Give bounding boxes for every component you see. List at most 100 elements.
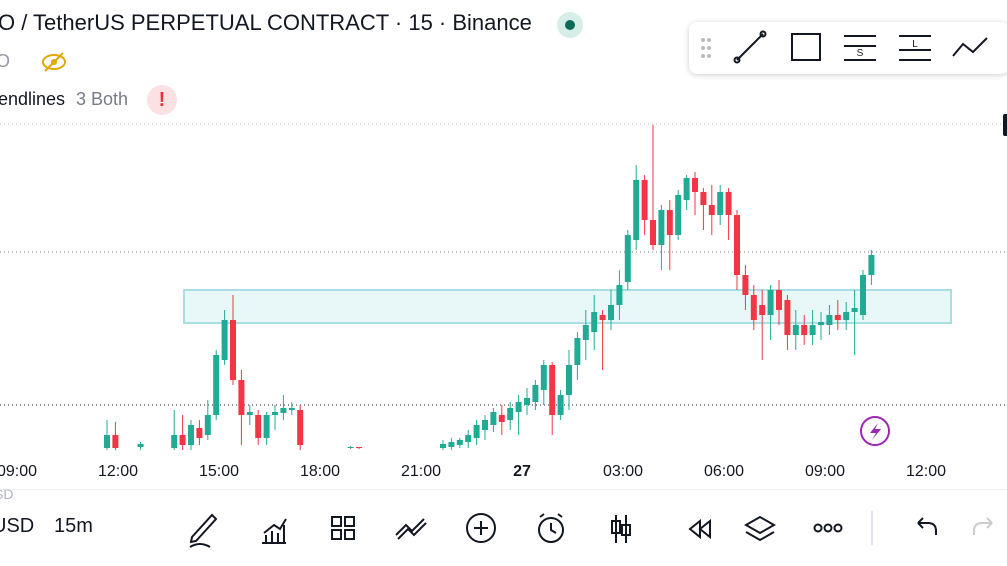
candle-body (750, 295, 757, 320)
candle-body (557, 395, 564, 415)
time-label: 21:00 (401, 463, 441, 480)
candle-body (196, 428, 203, 438)
candle-body (608, 305, 614, 320)
candle-body (809, 325, 816, 335)
candle-body (650, 220, 656, 245)
candle-body (616, 285, 623, 305)
candle-body (524, 398, 530, 405)
rectangle-zone[interactable] (183, 289, 952, 324)
candle-body (717, 192, 724, 215)
candle-body (356, 447, 362, 448)
candle-body (204, 415, 211, 435)
candle-body (776, 290, 782, 310)
candle-body (263, 415, 270, 438)
bottom-toolbar[interactable] (180, 505, 1007, 551)
candle-body (834, 315, 841, 320)
event-bolt (870, 423, 881, 440)
candle-body (238, 380, 245, 415)
candle-body (246, 412, 253, 415)
currency[interactable]: USD (0, 515, 35, 537)
candle-body (465, 435, 472, 442)
time-label: 03:00 (603, 463, 643, 480)
scale-handle[interactable] (1003, 114, 1007, 136)
indicator-params: 3 Both (76, 89, 129, 109)
candle-body (230, 320, 236, 380)
candle-body (532, 385, 539, 402)
candle-body (633, 180, 640, 240)
time-label: 09:00 (805, 463, 845, 480)
candle-body (549, 365, 556, 415)
time-label: 12:00 (98, 463, 138, 480)
candle-body (498, 415, 505, 422)
candle-body (272, 412, 278, 415)
interval[interactable]: 15m (54, 515, 93, 537)
candle-body (624, 235, 631, 282)
error-icon[interactable]: ! (147, 85, 177, 115)
candle-body (112, 435, 119, 448)
candle-body (826, 315, 833, 325)
candle-body (456, 440, 463, 445)
candle-body (591, 312, 598, 332)
candle-body (708, 205, 715, 215)
candle-body (347, 447, 354, 448)
candle-body (582, 325, 589, 340)
candle-body (255, 415, 262, 438)
time-label: 18:00 (300, 463, 340, 480)
time-label: 15:00 (199, 463, 239, 480)
currency-short: SD (0, 486, 14, 502)
candle-body (473, 425, 480, 438)
candle-body (448, 442, 455, 447)
indicator-name: endlines (0, 89, 66, 109)
source-label: O (0, 51, 11, 71)
hidden-icon[interactable] (40, 50, 68, 74)
candle-body (280, 408, 287, 413)
candle-body (860, 275, 866, 315)
candle-body (515, 402, 522, 412)
candle-body (171, 435, 178, 448)
price-chart: 09:00 12:00 15:00 18:00 21:00 27 03:00 06:00 09:… (0, 114, 1007, 490)
drawing-toolbar: S L (689, 22, 1007, 74)
symbol-title: O / TetherUS PERPETUAL CONTRACT · 15 · B… (0, 10, 532, 35)
candle-body (566, 365, 572, 395)
candle-body (666, 210, 673, 235)
drawing-tools[interactable]: S L (689, 22, 1007, 74)
candle-body (683, 178, 690, 200)
candle-body (104, 435, 110, 448)
candle-body (734, 215, 740, 275)
candle-body (490, 412, 497, 425)
candle-body (851, 308, 858, 312)
candle-body (179, 435, 186, 445)
candle-body (801, 325, 808, 335)
candle-body (792, 325, 799, 335)
candle-body (188, 425, 194, 445)
candle-body (692, 178, 698, 192)
candle-body (137, 444, 144, 447)
candle-body (540, 365, 547, 390)
candle-body (288, 408, 295, 410)
candle-body (742, 275, 749, 295)
candle-body (297, 410, 304, 445)
candle-body (482, 420, 488, 430)
candle-body (767, 290, 774, 315)
candle-body (507, 408, 514, 420)
candle-body (675, 195, 682, 235)
candle-body (221, 320, 228, 360)
time-label: 09:00 (0, 463, 37, 480)
svg-text:L: L (912, 39, 918, 50)
candle-body (213, 355, 220, 415)
time-label: 27 (513, 463, 531, 480)
candle-body (759, 305, 766, 315)
candle-body (843, 312, 850, 320)
candle-body (440, 444, 446, 448)
svg-text:S: S (857, 48, 864, 59)
candle-body (818, 322, 824, 325)
candle-body (658, 210, 665, 245)
candle-body (784, 300, 791, 335)
event-icon[interactable] (860, 416, 890, 446)
candle-body (599, 315, 606, 320)
time-label: 06:00 (704, 463, 744, 480)
candle-body (725, 192, 732, 215)
time-label: 12:00 (906, 463, 946, 480)
status-dot[interactable] (557, 12, 583, 38)
